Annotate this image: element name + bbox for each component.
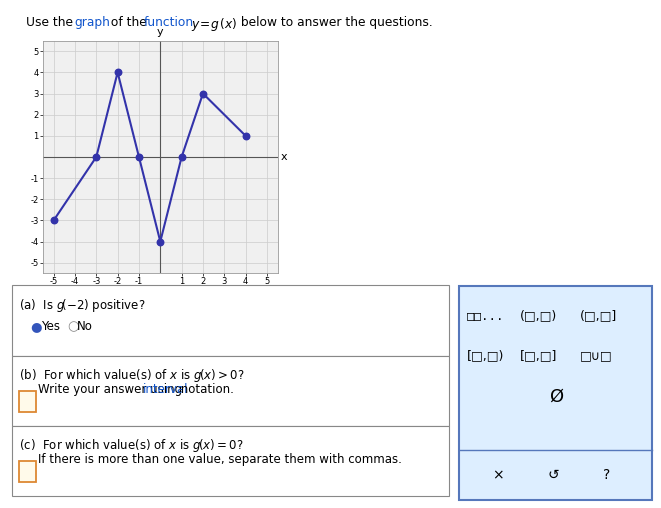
- Point: [155, 238, 165, 246]
- Point: [198, 89, 208, 98]
- Text: function: function: [144, 16, 194, 29]
- Text: graph: graph: [74, 16, 110, 29]
- Point: [91, 153, 102, 161]
- Point: [134, 153, 144, 161]
- Text: ↺: ↺: [547, 468, 559, 482]
- Text: y: y: [157, 27, 164, 38]
- Text: ×: ×: [492, 468, 504, 482]
- Text: □□...: □□...: [467, 309, 505, 322]
- Text: notation.: notation.: [177, 383, 234, 396]
- Text: interval: interval: [143, 383, 188, 396]
- Text: Write your answer using: Write your answer using: [38, 383, 186, 396]
- Text: [□,□]: [□,□]: [520, 350, 558, 363]
- Text: (a)  Is $g\!\left(-2\right)$ positive?: (a) Is $g\!\left(-2\right)$ positive?: [19, 297, 145, 314]
- Point: [241, 132, 251, 140]
- Text: Ø: Ø: [549, 388, 563, 406]
- Text: ●: ●: [30, 320, 42, 333]
- Text: (b)  For which value(s) of $x$ is $g\!\left(x\right)>0$?: (b) For which value(s) of $x$ is $g\!\le…: [19, 367, 244, 384]
- Text: below to answer the questions.: below to answer the questions.: [237, 16, 432, 29]
- Point: [112, 68, 123, 76]
- Text: of the: of the: [107, 16, 151, 29]
- Text: (□,□): (□,□): [520, 309, 557, 322]
- Text: Yes: Yes: [41, 320, 60, 333]
- Text: Use the: Use the: [26, 16, 77, 29]
- Text: ○: ○: [67, 320, 78, 333]
- Text: [□,□): [□,□): [467, 350, 505, 363]
- Point: [48, 216, 59, 225]
- Text: If there is more than one value, separate them with commas.: If there is more than one value, separat…: [38, 453, 402, 466]
- Text: □∪□: □∪□: [580, 350, 613, 363]
- Text: (□,□]: (□,□]: [580, 309, 617, 322]
- Text: x: x: [281, 152, 288, 162]
- Text: No: No: [77, 320, 93, 333]
- Text: (c)  For which value(s) of $x$ is $g\!\left(x\right)=0$?: (c) For which value(s) of $x$ is $g\!\le…: [19, 437, 243, 454]
- Text: $y\!=\!g\,(x)$: $y\!=\!g\,(x)$: [188, 16, 237, 33]
- Point: [176, 153, 187, 161]
- Text: ?: ?: [603, 468, 611, 482]
